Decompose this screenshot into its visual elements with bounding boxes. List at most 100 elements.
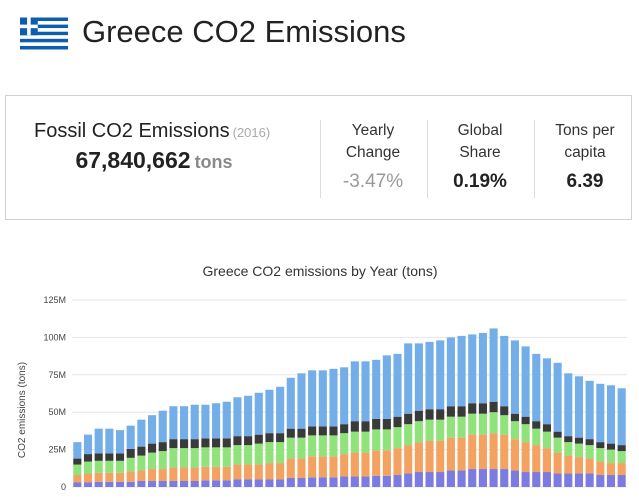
bar-segment-1: [425, 440, 434, 473]
bar-segment-3: [350, 421, 359, 432]
greece-flag-icon: [20, 17, 68, 50]
bar-segment-2: [350, 431, 359, 453]
bar-segment-0: [350, 476, 359, 487]
bar-segment-0: [126, 481, 135, 487]
bar-segment-2: [457, 416, 466, 438]
bar-segment-4: [404, 343, 413, 414]
bar-segment-3: [286, 428, 295, 438]
bar-segment-4: [574, 376, 584, 438]
bar-segment-2: [606, 449, 616, 464]
bar-segment-0: [83, 482, 93, 487]
bar-segment-2: [190, 448, 199, 468]
bar-segment-1: [137, 470, 146, 482]
bar-segment-4: [254, 392, 263, 435]
bar-segment-2: [105, 460, 114, 473]
bar-segment-4: [105, 428, 114, 454]
bar-segment-0: [510, 470, 519, 487]
bar-segment-2: [180, 448, 189, 468]
bar-segment-4: [372, 359, 381, 419]
bar-segment-3: [532, 421, 541, 429]
bar-segment-0: [382, 475, 391, 487]
bar-segment-0: [574, 473, 584, 487]
bar-segment-2: [489, 412, 498, 434]
bar-segment-4: [340, 367, 349, 425]
bar-segment-1: [73, 475, 82, 483]
bar-segment-3: [521, 416, 530, 425]
bar-segment-4: [286, 377, 295, 429]
bar-segment-0: [212, 480, 221, 487]
bar-segment-4: [382, 355, 391, 419]
bar-segment-2: [233, 445, 242, 465]
bar-segment-0: [169, 481, 178, 487]
bar-segment-3: [457, 406, 466, 417]
bar-segment-2: [147, 452, 157, 470]
bar-segment-1: [542, 448, 552, 473]
y-tick-label: 125M: [43, 295, 66, 305]
bar-segment-0: [436, 472, 445, 487]
fossil-emissions-value: 67,840,662: [75, 147, 191, 173]
bar-segment-1: [201, 466, 210, 481]
bar-segment-3: [382, 418, 391, 430]
bar-segment-2: [83, 461, 93, 474]
bar-segment-0: [457, 470, 466, 487]
fossil-emissions-stat: Fossil CO2 Emissions (2016) 67,840,662 ton…: [34, 120, 316, 174]
bar-segment-4: [553, 362, 562, 432]
bar-segment-1: [190, 467, 199, 482]
bar-segment-0: [478, 469, 487, 487]
bar-segment-3: [169, 439, 178, 449]
bar-segment-1: [468, 434, 477, 470]
bar-segment-4: [73, 442, 82, 459]
bar-segment-4: [478, 332, 487, 404]
emissions-bar-chart: Greece CO2 emissions by Year (tons) 0 25M…: [17, 263, 627, 492]
bar-segment-0: [318, 477, 327, 487]
bar-segment-4: [468, 334, 477, 404]
bar-segment-1: [404, 445, 413, 474]
bar-segment-1: [212, 466, 221, 481]
bar-segment-4: [521, 346, 530, 417]
bar-segment-1: [83, 473, 93, 483]
y-axis-label: CO2 emissions (tons): [17, 362, 28, 458]
bar-segment-2: [436, 419, 445, 441]
fossil-emissions-year: (2016): [232, 125, 271, 140]
bar-segment-4: [308, 370, 317, 427]
bar-segment-0: [585, 473, 594, 487]
bar-segment-3: [393, 416, 402, 428]
bar-segment-1: [564, 455, 573, 474]
bar-segment-4: [190, 404, 199, 440]
bar-segment-3: [585, 439, 594, 446]
bar-segment-0: [286, 478, 295, 487]
bar-segment-2: [329, 435, 338, 457]
bar-segment-4: [329, 368, 338, 427]
bar-segment-3: [115, 453, 125, 461]
bar-segment-0: [254, 479, 263, 487]
bar-segment-2: [372, 429, 381, 451]
bar-segment-1: [244, 464, 253, 480]
per-capita-label-line1: Tons per: [555, 122, 615, 139]
bar-segment-3: [297, 428, 306, 438]
bar-segment-1: [180, 467, 189, 482]
bar-segment-2: [137, 455, 146, 471]
bar-segment-3: [308, 426, 317, 436]
bar-segment-3: [446, 406, 455, 417]
bar-segment-3: [212, 438, 221, 448]
bar-segment-4: [414, 343, 423, 411]
bar-segment-0: [147, 481, 157, 487]
bar-segment-2: [340, 433, 349, 455]
bar-segment-3: [553, 431, 562, 438]
bar-segment-3: [94, 453, 103, 461]
bar-segment-0: [222, 480, 231, 487]
yearly-change-label-line2: Change: [345, 144, 401, 161]
bar-segment-0: [201, 480, 210, 487]
bar-segment-1: [606, 463, 616, 476]
y-tick-label: 0: [61, 482, 66, 492]
bar-segment-4: [169, 406, 178, 440]
bar-segment-1: [115, 472, 125, 482]
bar-segment-0: [73, 482, 82, 487]
bar-segment-1: [521, 442, 530, 473]
y-tick-label: 75M: [48, 370, 66, 380]
bar-segment-0: [489, 469, 498, 487]
bar-segment-2: [553, 437, 562, 453]
bar-segment-4: [137, 419, 146, 447]
bar-segment-2: [414, 421, 423, 443]
bar-segment-4: [126, 425, 135, 449]
